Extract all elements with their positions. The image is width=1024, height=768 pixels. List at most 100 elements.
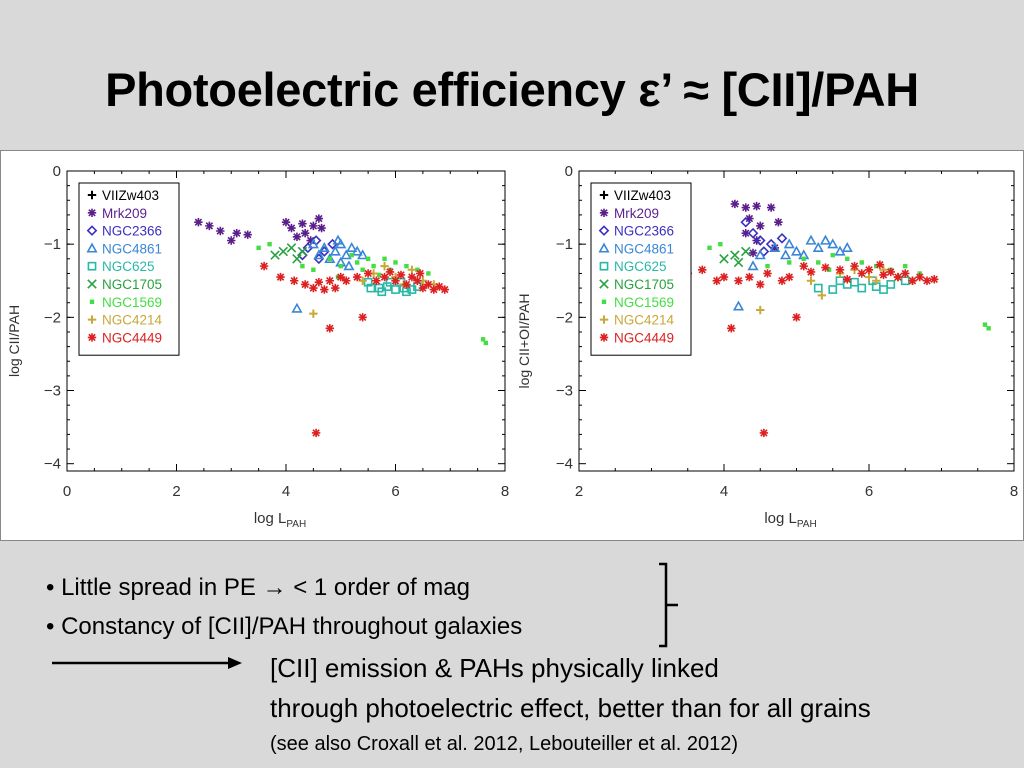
reference-note: (see also Croxall et al. 2012, Lebouteil… bbox=[270, 733, 739, 755]
y-axis-label: log CII/PAH bbox=[6, 305, 22, 377]
data-point-ngc4449 bbox=[759, 428, 769, 438]
data-point-mrk209 bbox=[281, 218, 291, 227]
data-point-ngc4449 bbox=[276, 272, 285, 282]
x-tick-label: 0 bbox=[63, 483, 71, 500]
data-point-ngc4449 bbox=[290, 276, 299, 285]
data-point-ngc4449 bbox=[331, 283, 340, 293]
data-point-ngc1569 bbox=[382, 256, 387, 262]
data-point-ngc1569 bbox=[765, 263, 770, 269]
long-arrow-icon bbox=[52, 657, 242, 669]
x-tick-label: 4 bbox=[720, 483, 728, 500]
scatter-figure: 0 2 4 6 8 0 −1 −2 −3 −4 log LPAH log CII/PAH VIIZw40… bbox=[6, 163, 1018, 530]
data-point-ngc1569 bbox=[903, 263, 908, 269]
data-point-ngc4449 bbox=[915, 272, 924, 282]
data-point-ngc4449 bbox=[745, 272, 754, 282]
data-point-ngc4449 bbox=[300, 280, 310, 289]
data-point-ngc1569 bbox=[338, 263, 343, 269]
data-point-mrk209 bbox=[756, 221, 765, 231]
legend-label: VIIZw403 bbox=[102, 188, 159, 203]
legend-label: NGC2366 bbox=[102, 224, 162, 239]
data-point-mrk209 bbox=[227, 236, 236, 245]
data-point-ngc4449 bbox=[886, 267, 895, 277]
conclusion-block: [CII] emission & PAHs physically linked … bbox=[270, 648, 871, 760]
legend-label: NGC1705 bbox=[102, 277, 162, 292]
legend-label: NGC4214 bbox=[614, 313, 675, 328]
data-point-ngc4449 bbox=[850, 261, 859, 271]
data-point-ngc4861 bbox=[834, 245, 846, 256]
bullet-item-spread: • Little spread in PE → < 1 order of mag bbox=[46, 568, 522, 607]
bullet-text-before: Little spread in PE bbox=[61, 574, 263, 601]
data-point-ngc4861 bbox=[783, 238, 795, 249]
y-tick-label: −1 bbox=[44, 236, 61, 253]
data-point-ngc4449 bbox=[309, 283, 318, 293]
x-tick-label: 6 bbox=[865, 483, 873, 500]
data-point-ngc4449 bbox=[875, 260, 885, 269]
data-point-ngc625 bbox=[366, 283, 376, 293]
data-point-ngc4214 bbox=[380, 261, 389, 271]
data-point-ngc4214 bbox=[864, 272, 874, 282]
x-axis-label: log LPAH bbox=[254, 510, 306, 530]
legend-label: NGC1569 bbox=[614, 295, 674, 310]
data-point-ngc1569 bbox=[830, 252, 835, 258]
data-point-ngc4449 bbox=[922, 276, 932, 285]
data-point-ngc4449 bbox=[429, 285, 439, 294]
data-point-ngc1569 bbox=[415, 267, 420, 272]
data-point-ngc4449 bbox=[380, 272, 389, 282]
legend-label: NGC4861 bbox=[102, 241, 162, 256]
data-point-ngc4449 bbox=[342, 276, 351, 285]
legend-marker bbox=[599, 333, 609, 342]
data-point-ngc1569 bbox=[426, 271, 431, 276]
data-point-ngc625 bbox=[363, 277, 373, 287]
bullet-item-constancy: • Constancy of [CII]/PAH throughout gala… bbox=[46, 607, 522, 646]
data-point-ngc4449 bbox=[385, 267, 395, 277]
data-point-ngc1705 bbox=[730, 250, 740, 260]
legend-marker bbox=[87, 261, 97, 271]
data-point-ngc1705 bbox=[733, 257, 744, 268]
data-point-ngc625 bbox=[879, 285, 888, 294]
data-point-ngc2366 bbox=[747, 227, 759, 239]
data-point-ngc4449 bbox=[864, 265, 874, 274]
data-point-ngc4449 bbox=[402, 280, 411, 289]
legend: VIIZw403 Mrk209 NGC2366 NGC4861 NGC625 NGC170… bbox=[590, 182, 692, 356]
data-point-ngc1569 bbox=[256, 245, 261, 251]
data-point-ngc1569 bbox=[365, 256, 371, 262]
data-point-ngc4449 bbox=[418, 283, 428, 293]
data-point-ngc1569 bbox=[826, 267, 832, 272]
data-point-ngc4449 bbox=[325, 276, 334, 285]
legend-label: VIIZw403 bbox=[614, 188, 671, 203]
data-point-ngc4214 bbox=[817, 291, 827, 300]
x-axis-label: log LPAH bbox=[764, 510, 816, 530]
legend-label: NGC625 bbox=[102, 259, 155, 274]
data-point-ngc4861 bbox=[291, 302, 303, 313]
data-point-ngc2366 bbox=[765, 238, 777, 250]
data-point-ngc1705 bbox=[719, 254, 729, 264]
data-point-ngc1569 bbox=[718, 241, 723, 247]
data-point-ngc1569 bbox=[986, 326, 991, 331]
data-point-ngc4449 bbox=[901, 269, 910, 278]
data-point-ngc4449 bbox=[843, 275, 852, 284]
data-point-ngc4214 bbox=[358, 276, 367, 285]
data-point-ngc4449 bbox=[435, 282, 444, 291]
data-point-ngc4449 bbox=[396, 270, 406, 280]
data-point-ngc4449 bbox=[407, 272, 417, 282]
bracket-icon bbox=[659, 562, 678, 648]
legend-marker bbox=[599, 261, 609, 271]
data-point-ngc4861 bbox=[747, 260, 759, 271]
x-tick-label: 8 bbox=[1010, 483, 1018, 500]
conclusion-line-2: through photoelectric effect, better tha… bbox=[270, 693, 871, 723]
legend-label: NGC4449 bbox=[614, 330, 674, 345]
data-point-ngc4449 bbox=[440, 285, 449, 294]
data-point-ngc4449 bbox=[413, 276, 422, 285]
data-point-ngc625 bbox=[850, 277, 859, 287]
x-tick-label: 6 bbox=[391, 483, 399, 500]
data-point-ngc4861 bbox=[827, 238, 839, 249]
data-point-mrk209 bbox=[232, 228, 241, 238]
legend-marker bbox=[601, 299, 607, 304]
data-point-ngc4861 bbox=[332, 234, 344, 245]
data-point-ngc625 bbox=[900, 276, 910, 286]
data-point-ngc4861 bbox=[313, 249, 325, 260]
y-tick-label: −4 bbox=[44, 456, 61, 473]
data-point-ngc4449 bbox=[799, 261, 808, 271]
data-point-ngc1569 bbox=[859, 260, 864, 265]
data-point-ngc4861 bbox=[812, 241, 824, 252]
